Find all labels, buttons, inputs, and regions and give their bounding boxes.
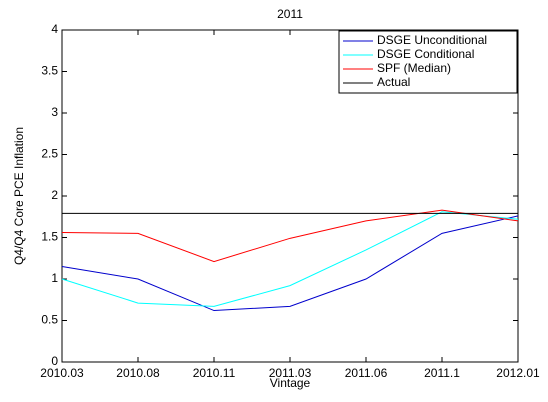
y-tick-label: 3	[51, 105, 58, 119]
legend-label: DSGE Conditional	[377, 47, 474, 61]
x-axis-label: Vintage	[270, 376, 311, 390]
y-tick-label: 3.5	[41, 64, 58, 78]
legend-label: DSGE Unconditional	[377, 33, 487, 47]
legend-label: Actual	[377, 75, 410, 89]
x-tick-label: 2010.03	[40, 366, 84, 380]
y-tick-label: 1.5	[41, 230, 58, 244]
x-tick-label: 2012.01	[496, 366, 540, 380]
series-line	[61, 215, 519, 312]
y-tick-label: 0.5	[41, 313, 58, 327]
x-tick-label: 2011.06	[345, 366, 388, 380]
chart-title: 2011	[277, 7, 303, 21]
x-tick-label: 2011.03	[269, 366, 312, 380]
x-tick-label: 2010.11	[193, 366, 236, 380]
legend-label: SPF (Median)	[377, 61, 451, 75]
y-tick-label: 4	[51, 22, 58, 36]
y-tick-label: 2.5	[41, 147, 58, 161]
y-tick-label: 1	[51, 271, 58, 285]
x-tick-label: 2010.08	[116, 366, 160, 380]
series-line	[61, 211, 519, 307]
y-axis-label: Q4/Q4 Core PCE Inflation	[12, 127, 26, 265]
y-tick-label: 0	[51, 354, 58, 368]
y-tick-label: 2	[51, 188, 58, 202]
series-line	[61, 209, 519, 263]
x-tick-label: 2011.1	[424, 366, 460, 380]
